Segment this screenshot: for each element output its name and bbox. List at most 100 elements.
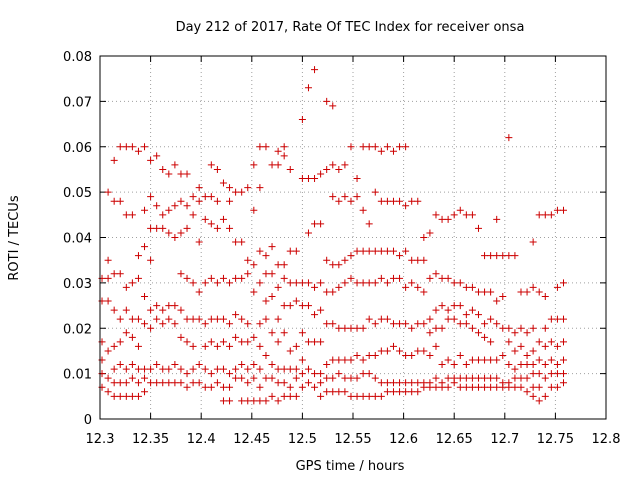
data-point bbox=[553, 206, 561, 214]
data-point bbox=[219, 397, 227, 405]
data-point bbox=[353, 392, 361, 400]
data-point bbox=[232, 311, 240, 319]
x-tick-label: 12.8 bbox=[592, 432, 621, 447]
data-point bbox=[389, 388, 397, 396]
data-point bbox=[311, 338, 319, 346]
data-point bbox=[523, 388, 531, 396]
y-tick-label: 0.05 bbox=[63, 186, 92, 201]
data-point bbox=[450, 279, 458, 287]
data-point bbox=[371, 392, 379, 400]
data-point bbox=[201, 320, 209, 328]
data-point bbox=[250, 397, 258, 405]
data-point bbox=[226, 342, 234, 350]
data-point bbox=[341, 356, 349, 364]
data-point bbox=[262, 252, 270, 260]
data-point bbox=[359, 206, 367, 214]
data-point bbox=[396, 143, 404, 151]
data-point bbox=[487, 288, 495, 296]
data-point bbox=[262, 351, 270, 359]
data-point bbox=[226, 370, 234, 378]
data-point bbox=[201, 365, 209, 373]
data-point bbox=[171, 379, 179, 387]
data-point bbox=[110, 379, 118, 387]
data-point bbox=[262, 143, 270, 151]
data-point bbox=[304, 279, 312, 287]
data-point bbox=[329, 261, 337, 269]
data-point bbox=[292, 297, 300, 305]
data-point bbox=[408, 279, 416, 287]
data-point bbox=[110, 365, 118, 373]
data-point bbox=[238, 188, 246, 196]
data-point bbox=[219, 179, 227, 187]
data-point bbox=[201, 215, 209, 223]
data-point bbox=[468, 324, 476, 332]
data-point bbox=[280, 302, 288, 310]
data-point bbox=[444, 315, 452, 323]
data-point bbox=[232, 238, 240, 246]
data-point bbox=[159, 379, 167, 387]
data-point bbox=[474, 329, 482, 337]
data-point bbox=[250, 288, 258, 296]
data-point bbox=[353, 279, 361, 287]
data-point bbox=[298, 383, 306, 391]
data-point bbox=[371, 351, 379, 359]
data-point bbox=[183, 370, 191, 378]
data-point bbox=[286, 302, 294, 310]
data-point bbox=[517, 342, 525, 350]
data-point bbox=[274, 161, 282, 169]
data-point bbox=[104, 297, 112, 305]
data-point bbox=[414, 347, 422, 355]
data-point bbox=[110, 306, 118, 314]
x-tick-label: 12.65 bbox=[436, 432, 473, 447]
data-point bbox=[262, 397, 270, 405]
data-point bbox=[553, 283, 561, 291]
data-point bbox=[256, 397, 264, 405]
data-point bbox=[335, 388, 343, 396]
data-point bbox=[226, 197, 234, 205]
data-point bbox=[371, 188, 379, 196]
data-point bbox=[304, 365, 312, 373]
data-point bbox=[541, 292, 549, 300]
data-point bbox=[383, 247, 391, 255]
data-point bbox=[250, 361, 258, 369]
data-point bbox=[341, 374, 349, 382]
data-point bbox=[134, 274, 142, 282]
data-point bbox=[432, 342, 440, 350]
data-point bbox=[474, 383, 482, 391]
data-point bbox=[323, 361, 331, 369]
data-point bbox=[553, 315, 561, 323]
data-point bbox=[438, 302, 446, 310]
data-point bbox=[529, 392, 537, 400]
x-tick-label: 12.45 bbox=[233, 432, 270, 447]
data-point bbox=[517, 288, 525, 296]
data-point bbox=[456, 302, 464, 310]
data-point bbox=[438, 215, 446, 223]
data-point bbox=[122, 143, 130, 151]
data-point bbox=[487, 383, 495, 391]
x-tick-label: 12.4 bbox=[187, 432, 216, 447]
data-point bbox=[262, 374, 270, 382]
data-point bbox=[128, 211, 136, 219]
y-tick-labels: 0 0.01 0.02 0.03 0.04 0.05 0.06 0.07 0.08 bbox=[63, 50, 92, 428]
data-point bbox=[207, 193, 215, 201]
data-point bbox=[317, 379, 325, 387]
data-point bbox=[383, 143, 391, 151]
data-point bbox=[341, 279, 349, 287]
data-point bbox=[147, 379, 155, 387]
data-point bbox=[232, 333, 240, 341]
data-point bbox=[159, 211, 167, 219]
data-point bbox=[110, 270, 118, 278]
data-point bbox=[359, 143, 367, 151]
data-point bbox=[481, 252, 489, 260]
data-point bbox=[183, 224, 191, 232]
data-point bbox=[389, 379, 397, 387]
data-point bbox=[280, 365, 288, 373]
data-point bbox=[317, 338, 325, 346]
data-point bbox=[396, 274, 404, 282]
data-point bbox=[456, 320, 464, 328]
data-point bbox=[153, 202, 161, 210]
data-point bbox=[195, 197, 203, 205]
data-point bbox=[523, 329, 531, 337]
data-point bbox=[487, 356, 495, 364]
data-point bbox=[493, 374, 501, 382]
